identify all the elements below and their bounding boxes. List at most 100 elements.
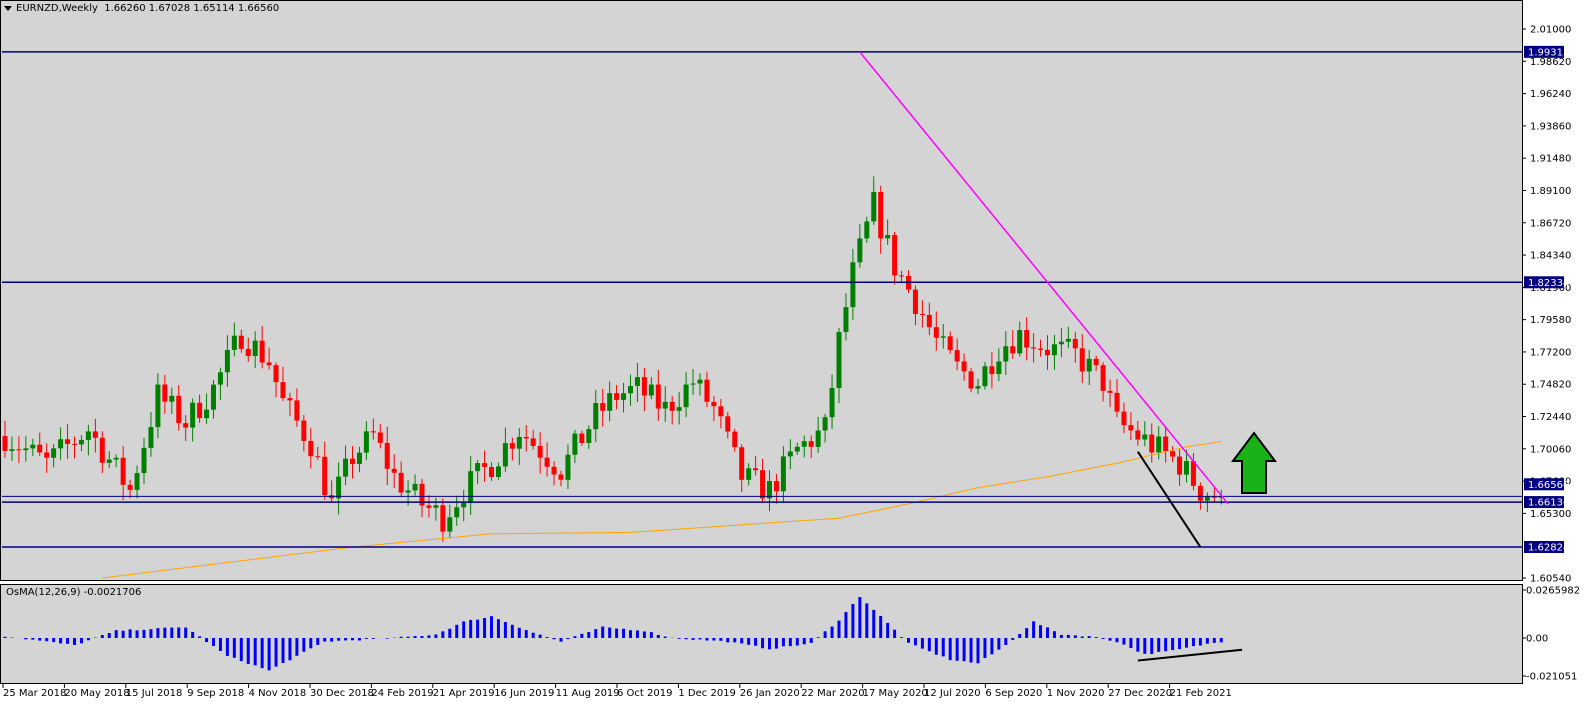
chart-header: EURNZD,Weekly 1.66260 1.67028 1.65114 1.… — [4, 3, 279, 14]
osma-y-tick-label: 0.0265982 — [1526, 585, 1580, 596]
x-tick-label: 12 Jul 2020 — [924, 688, 981, 699]
y-tick-label: 1.70060 — [1530, 444, 1571, 455]
candle-body — [92, 431, 98, 438]
candle-body — [440, 505, 446, 532]
candle-body — [16, 449, 22, 451]
candle-body — [725, 416, 731, 432]
candle-body — [197, 402, 203, 419]
candle-body — [634, 377, 640, 386]
candle-body — [224, 349, 230, 373]
osma-plot-area[interactable] — [0, 584, 1522, 684]
candle-body — [350, 458, 355, 464]
candle-body — [1142, 434, 1148, 440]
candle-body — [51, 448, 57, 458]
candle-body — [461, 503, 467, 508]
candle-body — [1010, 346, 1016, 354]
candle-body — [933, 327, 939, 338]
candle-body — [113, 457, 119, 460]
x-tick-label: 1 Dec 2019 — [678, 688, 736, 699]
candle-body — [718, 406, 724, 417]
candle-body — [23, 448, 29, 451]
candle-body — [280, 382, 286, 399]
main-chart[interactable] — [0, 0, 1522, 581]
y-tick-label: 1.72440 — [1530, 412, 1571, 423]
candle-body — [1184, 461, 1189, 475]
price-level-tag-label: 1.99315 — [1528, 47, 1569, 58]
candle-body — [356, 452, 362, 464]
candle-body — [815, 430, 821, 447]
candle-body — [683, 384, 689, 408]
y-tick-label: 1.86720 — [1530, 218, 1571, 229]
candle-body — [767, 481, 772, 499]
candle-body — [1190, 461, 1196, 486]
candle-body — [850, 262, 856, 308]
candle-body — [822, 417, 828, 431]
candle-body — [996, 361, 1002, 375]
candle-body — [558, 474, 564, 480]
candle-body — [252, 340, 258, 356]
candle-body — [426, 505, 432, 508]
candle-body — [1086, 358, 1092, 372]
candle-body — [676, 407, 682, 411]
candle-body — [377, 432, 383, 443]
candle-body — [1003, 346, 1009, 362]
price-level-tag — [1524, 45, 1564, 58]
candle-body — [204, 409, 210, 419]
candle-body — [475, 463, 481, 472]
candle-body — [843, 307, 849, 332]
x-tick-label: 11 Aug 2019 — [556, 688, 620, 699]
y-tick-label: 1.96240 — [1530, 89, 1571, 100]
candle-body — [211, 384, 216, 410]
candle-body — [544, 457, 550, 467]
candle-body — [1024, 330, 1030, 348]
candle-body — [509, 443, 515, 449]
candle-body — [1065, 338, 1071, 342]
candle-body — [1017, 330, 1023, 354]
candle-body — [65, 439, 71, 444]
candle-body — [537, 445, 543, 458]
candle-body — [58, 439, 64, 449]
trendline-black[interactable] — [1137, 451, 1202, 548]
candle-body — [1114, 392, 1120, 412]
x-tick-label: 6 Sep 2020 — [985, 688, 1042, 699]
x-tick-label: 15 Jul 2018 — [126, 688, 183, 699]
candle-body — [72, 443, 77, 445]
candle-body — [343, 458, 349, 477]
candle-body — [662, 401, 668, 409]
candle-body — [419, 483, 425, 506]
candle-body — [1045, 349, 1050, 356]
candle-body — [44, 452, 50, 458]
dropdown-triangle-icon[interactable] — [4, 5, 12, 11]
candle-body — [885, 235, 891, 239]
candle-body — [878, 192, 884, 239]
candle-body — [1204, 496, 1210, 501]
candle-body — [864, 221, 870, 239]
candle-body — [1107, 390, 1113, 393]
osma-divergence-line[interactable] — [1137, 648, 1243, 662]
candle-body — [836, 331, 842, 388]
candle-body — [919, 313, 925, 315]
trendline-magenta[interactable] — [859, 51, 1229, 505]
y-tick-label: 1.60540 — [1530, 574, 1571, 585]
candle-body — [294, 400, 300, 421]
candle-body — [530, 438, 536, 446]
candle-body — [2, 436, 8, 451]
osma-panel[interactable] — [0, 584, 1522, 684]
x-tick-label: 9 Sep 2018 — [187, 688, 244, 699]
candle-body — [238, 335, 244, 349]
candle-body — [780, 456, 786, 492]
candle-body — [607, 393, 613, 411]
candle-body — [787, 451, 793, 457]
candle-body — [1177, 456, 1183, 475]
candle-body — [141, 447, 147, 474]
candle-body — [308, 440, 314, 457]
price-levels[interactable] — [2, 51, 1522, 548]
x-tick-label: 21 Apr 2019 — [433, 688, 495, 699]
candle-body — [169, 395, 175, 402]
price-level-tag — [1524, 276, 1564, 289]
x-tick-label: 1 Nov 2020 — [1047, 688, 1105, 699]
candle-body — [648, 384, 654, 396]
price-level-tag-label: 1.66136 — [1528, 498, 1569, 509]
candle-body — [808, 441, 814, 447]
